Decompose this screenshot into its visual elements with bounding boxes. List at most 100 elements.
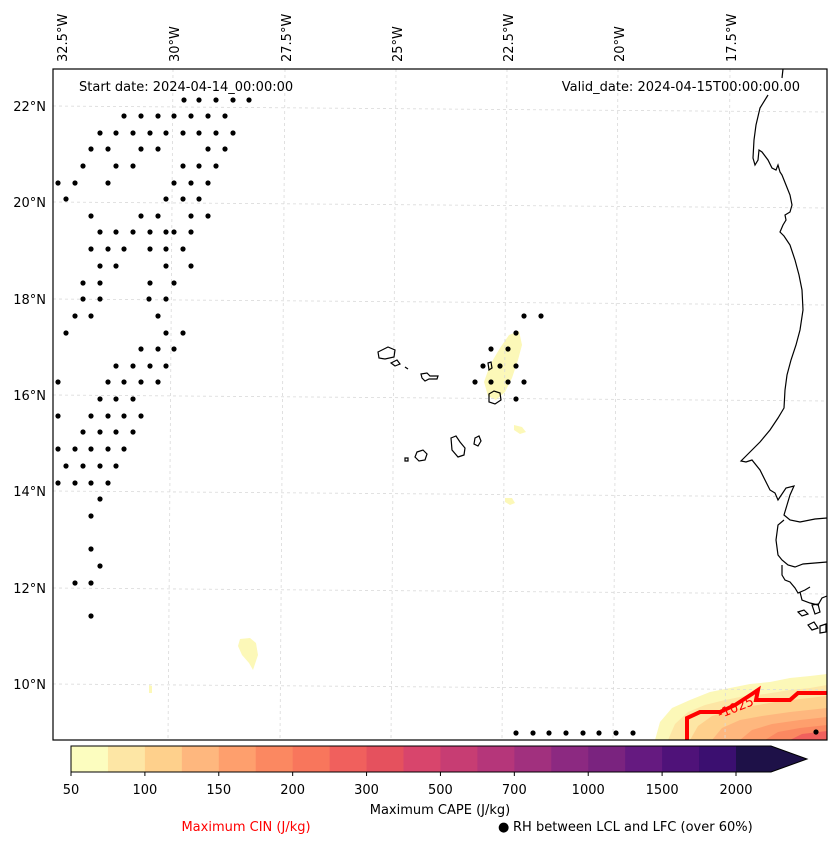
- coastline-islands-bissagos: [796, 603, 827, 634]
- rh-dot: [480, 363, 486, 369]
- longitude-label: 17.5°W: [725, 14, 740, 62]
- latitude-labels: 22°N 20°N 18°N 16°N 14°N 12°N 10°N: [13, 100, 46, 693]
- rh-dot: [188, 180, 194, 186]
- rh-dot: [147, 229, 153, 235]
- coastline-santa-luzia: [404, 366, 409, 370]
- rh-dot: [97, 463, 103, 469]
- rh-dot: [72, 446, 78, 452]
- rh-dot: [230, 130, 236, 136]
- rh-dot: [105, 246, 111, 252]
- rh-dot: [88, 446, 94, 452]
- map-frame: [52, 68, 828, 741]
- map-area: -1025 Start date: 2024-04-14_00:00:00 Va…: [52, 68, 828, 741]
- rh-dot: [105, 446, 111, 452]
- rh-dot: [180, 196, 186, 202]
- colorbar-title: Maximum CAPE (J/kg): [370, 803, 510, 818]
- rh-dot: [538, 313, 544, 319]
- rh-dot: [171, 113, 177, 119]
- rh-dot: [188, 263, 194, 269]
- rh-legend-marker: ●: [498, 820, 509, 835]
- rh-dot: [146, 296, 152, 302]
- rh-dot: [97, 396, 103, 402]
- rh-dot: [97, 296, 103, 302]
- rh-dot: [121, 246, 127, 252]
- meridian-gridline: [724, 68, 731, 741]
- rh-dot: [171, 280, 177, 286]
- rh-dot: [205, 180, 211, 186]
- coastline-sao-vicente: [389, 359, 401, 367]
- rh-dot: [113, 130, 119, 136]
- rh-dot: [97, 130, 103, 136]
- rh-dot: [181, 97, 187, 103]
- cape-area-south-1: [238, 638, 258, 670]
- colorbar-bin: [218, 746, 257, 772]
- rh-dot: [138, 146, 144, 152]
- colorbar-bin: [514, 746, 552, 772]
- rh-dot: [88, 413, 94, 419]
- rh-dot: [472, 379, 478, 385]
- rh-dot: [88, 246, 94, 252]
- rh-dot: [163, 130, 169, 136]
- rh-dot: [80, 163, 86, 169]
- rh-legend-label: RH between LCL and LFC (over 60%): [513, 820, 753, 835]
- rh-dot: [72, 580, 78, 586]
- cape-colorbar: 50 100 150 200 300 500 700 1000 1500 2000: [63, 745, 809, 798]
- rh-dot: [596, 730, 602, 736]
- colorbar-extend-arrow: [736, 746, 807, 772]
- cape-area-small-1: [514, 425, 526, 434]
- rh-dot: [113, 163, 119, 169]
- coastline-fogo: [414, 449, 428, 462]
- rh-dot: [171, 229, 177, 235]
- coastline-santiago: [450, 435, 466, 458]
- cin-legend-label: Maximum CIN (J/kg): [181, 820, 310, 835]
- gridlines: [52, 68, 828, 741]
- rh-dot: [813, 729, 819, 735]
- rh-dot: [55, 480, 61, 486]
- rh-dot: [205, 213, 211, 219]
- rh-dot: [138, 379, 144, 385]
- colorbar-tick-label: 150: [206, 783, 231, 798]
- colorbar-bin: [107, 746, 146, 772]
- start-date-annotation: Start date: 2024-04-14_00:00:00: [79, 80, 293, 95]
- rh-dot: [88, 213, 94, 219]
- rh-dot: [213, 97, 219, 103]
- coastline-sal: [487, 361, 493, 372]
- rh-dot: [155, 146, 161, 152]
- rh-dot: [130, 229, 136, 235]
- rh-dot: [505, 346, 511, 352]
- cape-area-small-2: [505, 498, 515, 505]
- longitude-label: 27.5°W: [280, 14, 295, 62]
- rh-dot: [213, 163, 219, 169]
- colorbar-bin: [477, 746, 515, 772]
- rh-dot: [246, 97, 252, 103]
- colorbar-bin: [440, 746, 478, 772]
- rh-dot: [488, 379, 494, 385]
- rh-dots: [55, 97, 819, 736]
- map-background: [53, 69, 827, 740]
- latitude-label: 18°N: [13, 293, 46, 308]
- rh-dot: [130, 363, 136, 369]
- rh-dot: [88, 546, 94, 552]
- meridian-gridline: [390, 68, 397, 741]
- rh-dot: [88, 313, 94, 319]
- colorbar-bin: [329, 746, 368, 772]
- colorbar-bin: [699, 746, 737, 772]
- rh-dot: [155, 213, 161, 219]
- rh-dot: [113, 363, 119, 369]
- longitude-label: 30°W: [168, 26, 183, 62]
- rh-dot: [147, 280, 153, 286]
- rh-dot: [630, 730, 636, 736]
- rh-dot: [105, 480, 111, 486]
- rh-dot: [488, 346, 494, 352]
- rh-dot: [105, 180, 111, 186]
- rh-dot: [63, 330, 69, 336]
- colorbar-tick-label: 1500: [646, 783, 679, 798]
- colorbar-bin: [292, 746, 331, 772]
- rh-dot: [80, 280, 86, 286]
- colorbar-bin: [144, 746, 183, 772]
- colorbar-tick-label: 700: [502, 783, 527, 798]
- rh-dot: [205, 113, 211, 119]
- colorbar-tick-label: 50: [63, 783, 80, 798]
- rh-dot: [230, 97, 236, 103]
- rh-dot: [88, 580, 94, 586]
